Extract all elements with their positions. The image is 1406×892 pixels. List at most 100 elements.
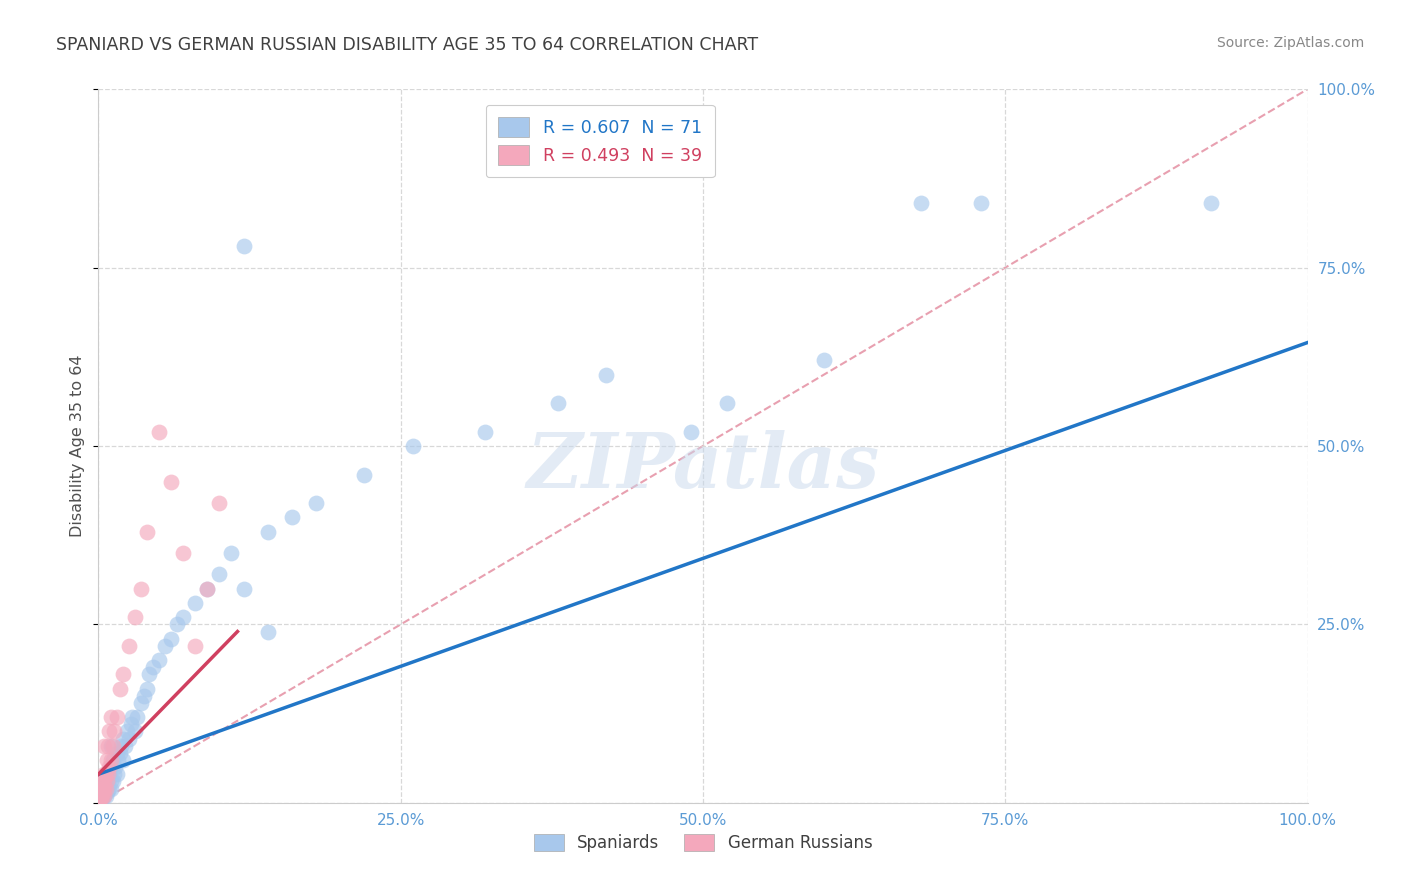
Point bbox=[970, 196, 993, 211]
Point bbox=[195, 582, 218, 596]
Point bbox=[232, 582, 254, 596]
Point bbox=[107, 753, 129, 767]
Point bbox=[402, 439, 425, 453]
Point bbox=[474, 425, 496, 439]
Point bbox=[105, 767, 128, 781]
Point bbox=[111, 667, 134, 681]
Point bbox=[135, 524, 157, 539]
Point bbox=[90, 789, 112, 803]
Point bbox=[101, 739, 124, 753]
Point bbox=[129, 696, 152, 710]
Point bbox=[93, 739, 115, 753]
Point bbox=[110, 739, 132, 753]
Point bbox=[96, 753, 118, 767]
Point bbox=[166, 617, 188, 632]
Point bbox=[93, 767, 115, 781]
Point bbox=[103, 724, 125, 739]
Point bbox=[813, 353, 835, 368]
Point bbox=[172, 546, 194, 560]
Point bbox=[124, 724, 146, 739]
Point bbox=[111, 731, 134, 746]
Point bbox=[184, 639, 207, 653]
Point bbox=[103, 767, 125, 781]
Point bbox=[96, 774, 118, 789]
Point bbox=[117, 724, 139, 739]
Point bbox=[148, 425, 170, 439]
Point bbox=[134, 689, 156, 703]
Point bbox=[91, 790, 114, 805]
Point bbox=[96, 778, 118, 792]
Point bbox=[111, 753, 134, 767]
Point bbox=[93, 781, 115, 796]
Point bbox=[108, 681, 131, 696]
Point bbox=[353, 467, 375, 482]
Point bbox=[118, 731, 141, 746]
Point bbox=[98, 760, 121, 774]
Point bbox=[98, 781, 121, 796]
Point bbox=[94, 767, 117, 781]
Point bbox=[547, 396, 569, 410]
Point bbox=[208, 567, 231, 582]
Point bbox=[114, 739, 136, 753]
Point bbox=[94, 781, 117, 796]
Point bbox=[129, 582, 152, 596]
Point bbox=[93, 789, 115, 803]
Text: SPANIARD VS GERMAN RUSSIAN DISABILITY AGE 35 TO 64 CORRELATION CHART: SPANIARD VS GERMAN RUSSIAN DISABILITY AG… bbox=[56, 36, 758, 54]
Point bbox=[98, 767, 121, 781]
Point bbox=[101, 753, 124, 767]
Point bbox=[91, 778, 114, 792]
Point bbox=[91, 785, 114, 799]
Point bbox=[97, 739, 120, 753]
Point bbox=[172, 610, 194, 624]
Point bbox=[221, 546, 243, 560]
Point bbox=[91, 774, 114, 789]
Point bbox=[93, 781, 115, 796]
Point bbox=[118, 639, 141, 653]
Point bbox=[100, 739, 122, 753]
Point bbox=[595, 368, 617, 382]
Point bbox=[93, 789, 115, 803]
Point bbox=[93, 778, 115, 792]
Point bbox=[94, 774, 117, 789]
Point bbox=[89, 792, 111, 806]
Point bbox=[91, 789, 114, 803]
Point bbox=[97, 781, 120, 796]
Point bbox=[138, 667, 160, 681]
Text: Source: ZipAtlas.com: Source: ZipAtlas.com bbox=[1216, 36, 1364, 50]
Point bbox=[679, 425, 702, 439]
Point bbox=[305, 496, 328, 510]
Point bbox=[184, 596, 207, 610]
Point bbox=[208, 496, 231, 510]
Point bbox=[100, 774, 122, 789]
Point bbox=[108, 746, 131, 760]
Point bbox=[97, 767, 120, 781]
Point bbox=[100, 710, 122, 724]
Point bbox=[716, 396, 738, 410]
Point bbox=[127, 710, 149, 724]
Point bbox=[98, 724, 121, 739]
Text: ZIPatlas: ZIPatlas bbox=[526, 431, 880, 504]
Point bbox=[135, 681, 157, 696]
Point bbox=[90, 790, 112, 805]
Point bbox=[91, 785, 114, 799]
Point bbox=[91, 785, 114, 799]
Point bbox=[160, 632, 183, 646]
Point bbox=[93, 774, 115, 789]
Point bbox=[121, 710, 143, 724]
Point bbox=[153, 639, 176, 653]
Point bbox=[100, 760, 122, 774]
Legend: Spaniards, German Russians: Spaniards, German Russians bbox=[527, 827, 879, 859]
Point bbox=[91, 789, 114, 803]
Point bbox=[148, 653, 170, 667]
Point bbox=[96, 785, 118, 799]
Point bbox=[120, 717, 142, 731]
Y-axis label: Disability Age 35 to 64: Disability Age 35 to 64 bbox=[70, 355, 86, 537]
Point bbox=[96, 771, 118, 785]
Point bbox=[281, 510, 304, 524]
Point bbox=[104, 760, 127, 774]
Point bbox=[100, 753, 122, 767]
Point bbox=[94, 789, 117, 803]
Point bbox=[97, 774, 120, 789]
Point bbox=[1199, 196, 1222, 211]
Point bbox=[105, 710, 128, 724]
